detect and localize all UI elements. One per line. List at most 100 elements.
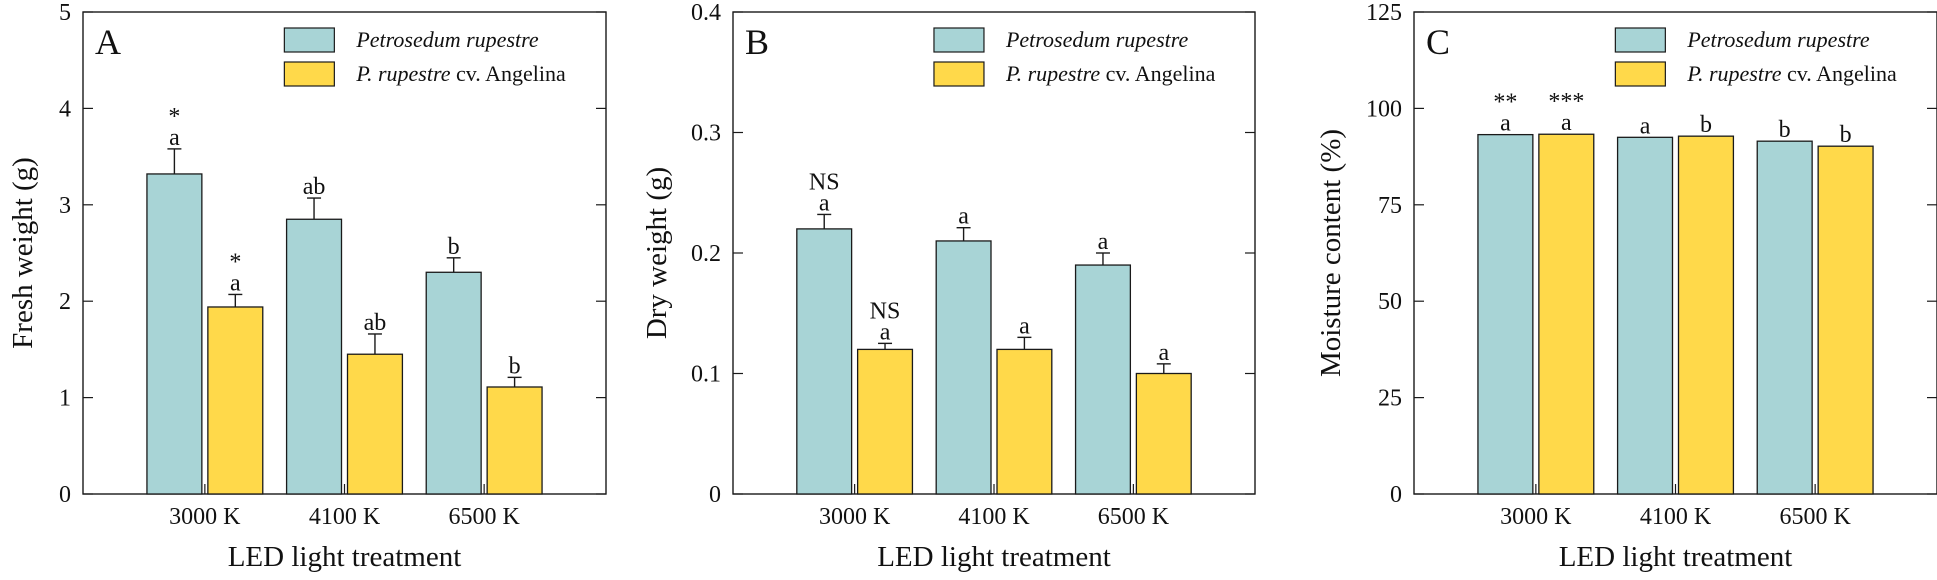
x-tick-label: 6500 K [1779,504,1851,530]
bar-series2-4100K [1677,135,1735,495]
y-tick-label: 3 [59,193,71,219]
bar-series1-4100K [935,240,992,495]
legend-label-rest: cv. Angelina [1100,61,1215,86]
legend-swatch-series1 [1614,27,1666,53]
bar-series1-3000K [796,228,853,495]
bar-letter-label: b [1840,122,1852,148]
y-tick-label: 2 [59,289,71,315]
legend-swatch-series2 [1614,61,1666,87]
legend-swatch-series1 [933,27,985,53]
bar-letter-label: a [1500,111,1511,137]
significance-marker: * [229,249,241,275]
x-axis-title: LED light treatment [228,541,462,573]
bar-letter-label: a [958,204,969,230]
significance-marker: NS [870,298,901,324]
bar-series2-6500K [1135,372,1192,495]
bar-series2-3000K [856,348,914,495]
bar-letter-label: a [819,190,830,216]
legend-label-rest: cv. Angelina [450,61,565,86]
legend-swatch-series2 [283,61,335,87]
bar-series1-3000K [146,173,203,495]
y-tick-label: 125 [1366,0,1402,26]
y-tick-label: 0.2 [691,241,721,267]
legend-label-italic: Petrosedum rupestre [1686,27,1870,52]
x-tick-label: 3000 K [169,504,241,530]
bar-series2-6500K [1817,145,1874,495]
bar-series2-6500K [486,386,543,495]
bar-letter-label: ab [303,174,326,200]
y-tick-label: 0.3 [691,121,721,147]
y-tick-label: 0.1 [691,362,721,388]
bar-letter-label: b [448,234,460,260]
bar-series2-4100K [996,348,1053,495]
y-tick-label: 1 [59,386,71,412]
bar-letter-label: a [880,319,891,345]
panel-letter: C [1426,22,1450,62]
legend-label-series2: P. rupestre cv. Angelina [1005,61,1216,86]
y-tick-label: 0 [59,482,71,508]
y-tick-label: 4 [59,96,71,122]
bar-letter-label: a [1098,229,1109,255]
panel-letter: A [95,22,121,62]
y-tick-label: 25 [1378,386,1402,412]
bar-letter-label: a [1019,313,1030,339]
x-tick-label: 6500 K [1098,504,1170,530]
panel-B: 0 0.1 0.2 0.3 0.4 Dry weight (g) LED light tre… [641,0,1256,573]
legend-swatch-series2 [933,61,985,87]
bar-letter-label: b [1779,117,1791,143]
significance-marker: NS [809,169,840,195]
bar-series1-4100K [1616,136,1674,495]
panel-letter: B [745,22,769,62]
legend-label-series1: Petrosedum rupestre [355,27,539,52]
y-axis-title: Fresh weight (g) [7,157,39,349]
bar-letter-label: a [1640,113,1651,139]
bar-letter-label: b [509,353,521,379]
legend-label-italic: Petrosedum rupestre [1005,27,1189,52]
legend-label-italic: Petrosedum rupestre [355,27,539,52]
x-tick-label: 4100 K [309,504,381,530]
legend-label-italic: P. rupestre [1686,61,1781,86]
y-axis-title: Dry weight (g) [641,167,673,339]
bar-series1-6500K [425,271,482,495]
significance-marker: * [168,104,180,130]
legend-label-italic: P. rupestre [1005,61,1100,86]
bar-series1-4100K [285,218,343,495]
bar-letter-label: a [1158,340,1169,366]
bar-letter-label: a [1561,110,1572,136]
legend-label-series1: Petrosedum rupestre [1686,27,1870,52]
y-tick-label: 0.4 [691,0,721,26]
bar-series2-3000K [207,306,264,495]
y-tick-label: 75 [1378,193,1402,219]
legend-label-series1: Petrosedum rupestre [1005,27,1189,52]
legend-swatch-series1 [283,27,335,53]
bar-letter-label: a [230,270,241,296]
bar-letter-label: a [169,125,180,151]
x-axis-title: LED light treatment [1559,541,1793,573]
legend-label-rest: cv. Angelina [1781,61,1896,86]
panel-C: 0 25 50 75 100 125 Moisture content (%) LED lig… [1315,0,1937,573]
panel-A: 0 1 2 3 4 5 Fresh weight (g) LED light treatmen… [7,0,607,573]
legend-label-italic: P. rupestre [355,61,450,86]
significance-marker: *** [1548,89,1584,115]
x-tick-label: 3000 K [819,504,891,530]
y-tick-label: 0 [1390,482,1402,508]
bar-series1-3000K [1477,133,1534,495]
bar-letter-label: ab [364,310,387,336]
bar-series1-6500K [1756,140,1813,495]
x-tick-label: 3000 K [1500,504,1572,530]
bar-series2-3000K [1538,133,1595,495]
legend-label-series2: P. rupestre cv. Angelina [1686,61,1897,86]
x-tick-label: 4100 K [958,504,1030,530]
x-axis-title: LED light treatment [877,541,1111,573]
bar-series2-4100K [346,353,404,495]
significance-marker: ** [1493,90,1517,116]
bar-series1-6500K [1074,264,1132,495]
y-tick-label: 0 [709,482,721,508]
y-tick-label: 50 [1378,289,1402,315]
x-tick-label: 4100 K [1640,504,1712,530]
x-tick-label: 6500 K [448,504,520,530]
y-axis-title: Moisture content (%) [1315,129,1347,377]
y-tick-label: 5 [59,0,71,26]
y-tick-label: 100 [1366,96,1402,122]
